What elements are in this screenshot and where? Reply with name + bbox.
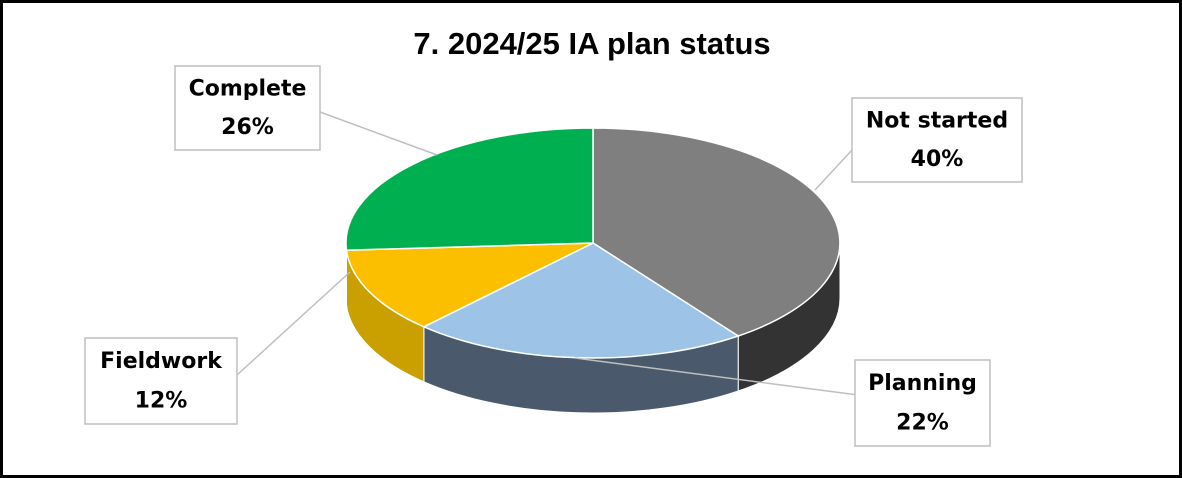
leader-line: [236, 271, 351, 376]
leader-line: [814, 149, 853, 191]
value-label: 40%: [911, 147, 964, 172]
slice: [345, 127, 594, 251]
category-label: Fieldwork: [100, 349, 223, 374]
label-box: [851, 97, 1023, 183]
value-label: 22%: [896, 411, 949, 436]
slice: [592, 127, 841, 337]
leader-line: [574, 357, 859, 396]
category-label: Complete: [189, 77, 307, 102]
value-label: 26%: [221, 115, 274, 140]
category-label: Planning: [868, 371, 977, 396]
leader-line: [319, 111, 438, 156]
chart-title: 7. 2024/25 IA plan status: [413, 26, 770, 61]
label-box: [84, 337, 238, 425]
slice: [345, 242, 594, 328]
label-box: [854, 359, 991, 447]
label-box: [174, 65, 321, 151]
category-label: Not started: [866, 109, 1008, 134]
value-label: 12%: [135, 389, 188, 414]
